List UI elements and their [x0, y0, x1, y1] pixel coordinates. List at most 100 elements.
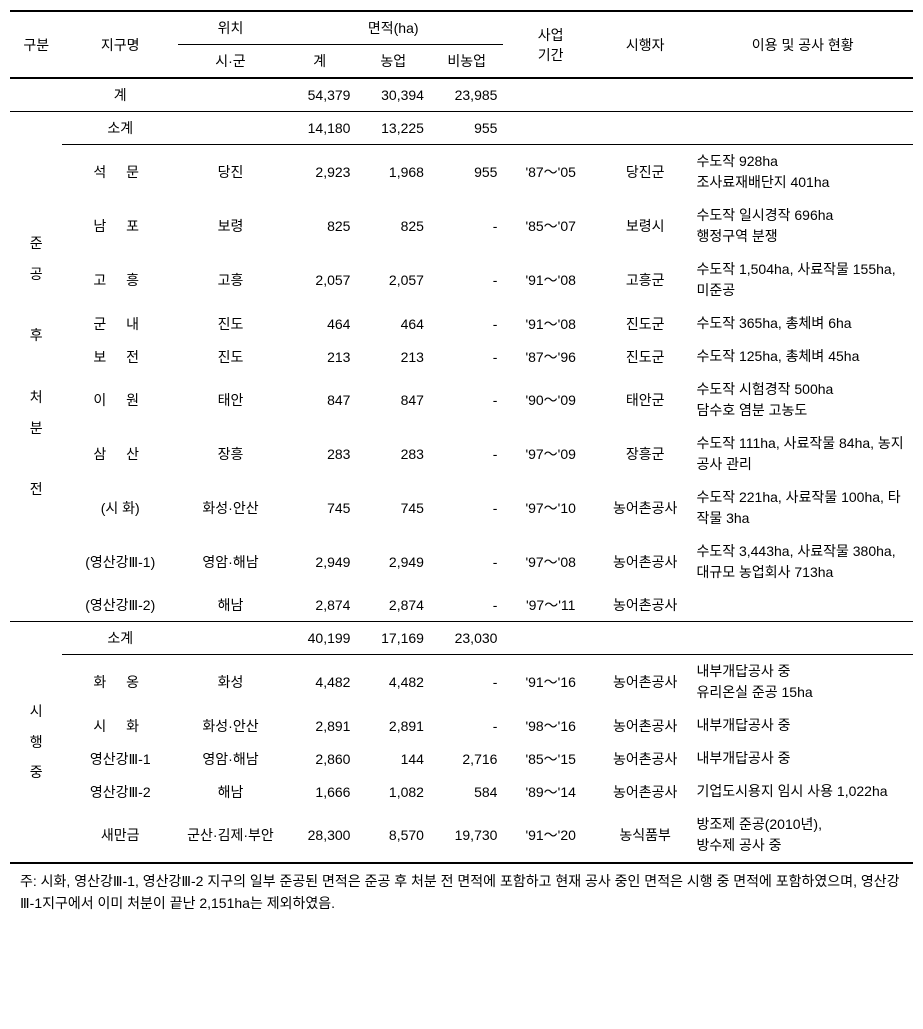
th-area-nonag: 비농업 [430, 45, 503, 79]
table-cell: 고흥군 [598, 253, 693, 307]
table-cell: 2,891 [283, 709, 356, 742]
table-cell: 농어촌공사 [598, 655, 693, 710]
table-cell: '90～'09 [503, 373, 598, 427]
th-area-total: 계 [283, 45, 356, 79]
table-cell: 당진 [178, 145, 283, 200]
table-cell: 1,968 [356, 145, 429, 200]
table-cell: 1,666 [283, 775, 356, 808]
th-status: 이용 및 공사 현황 [692, 11, 913, 78]
table-cell: 수도작 일시경작 696ha 행정구역 분쟁 [692, 199, 913, 253]
table-row: (시 화)화성·안산745745-'97～'10농어촌공사수도작 221ha, … [10, 481, 913, 535]
table-cell: 213 [283, 340, 356, 373]
subtotal-row: 시행중소계40,19917,16923,030 [10, 622, 913, 655]
table-cell: 보령시 [598, 199, 693, 253]
table-cell: 소계 [62, 622, 178, 655]
table-cell: 30,394 [356, 78, 429, 112]
table-cell: 4,482 [283, 655, 356, 710]
table-cell: 2,860 [283, 742, 356, 775]
table-cell: 석 문 [62, 145, 178, 200]
table-cell: '97～'08 [503, 535, 598, 589]
table-body: 계54,37930,39423,985준공 후 처분 전소계14,18013,2… [10, 78, 913, 863]
table-cell: - [430, 307, 503, 340]
table-cell: 8,570 [356, 808, 429, 863]
table-cell: 584 [430, 775, 503, 808]
table-cell: 수도작 221ha, 사료작물 100ha, 타작물 3ha [692, 481, 913, 535]
table-cell: '97～'10 [503, 481, 598, 535]
table-cell: 수도작 1,504ha, 사료작물 155ha, 미준공 [692, 253, 913, 307]
table-cell: 계 [62, 78, 178, 112]
th-location-sub: 시·군 [178, 45, 283, 79]
table-cell: 144 [356, 742, 429, 775]
table-cell: '87～'96 [503, 340, 598, 373]
table-cell [598, 78, 693, 112]
table-cell: 농어촌공사 [598, 481, 693, 535]
table-cell: 화성 [178, 655, 283, 710]
table-cell: 화성·안산 [178, 709, 283, 742]
table-row: 삼 산장흥283283-'97～'09장흥군수도작 111ha, 사료작물 84… [10, 427, 913, 481]
table-row: 영산강Ⅲ-2해남1,6661,082584'89～'14농어촌공사기업도시용지 … [10, 775, 913, 808]
table-row: (영산강Ⅲ-1)영암·해남2,9492,949-'97～'08농어촌공사수도작 … [10, 535, 913, 589]
table-cell: 내부개답공사 중 유리온실 준공 15ha [692, 655, 913, 710]
table-cell: 영산강Ⅲ-1 [62, 742, 178, 775]
table-cell [692, 78, 913, 112]
table-cell: 내부개답공사 중 [692, 709, 913, 742]
table-row: (영산강Ⅲ-2)해남2,8742,874-'97～'11농어촌공사 [10, 589, 913, 622]
table-cell: 화성·안산 [178, 481, 283, 535]
table-cell: 방조제 준공(2010년), 방수제 공사 중 [692, 808, 913, 863]
th-period: 사업 기간 [503, 11, 598, 78]
subtotal-row: 준공 후 처분 전소계14,18013,225955 [10, 112, 913, 145]
table-cell: 955 [430, 112, 503, 145]
table-cell: 기업도시용지 임시 사용 1,022ha [692, 775, 913, 808]
table-cell: 40,199 [283, 622, 356, 655]
table-cell: 진도군 [598, 307, 693, 340]
table-cell: 진도 [178, 307, 283, 340]
table-cell: 군산·김제·부안 [178, 808, 283, 863]
table-cell: '91～'16 [503, 655, 598, 710]
table-cell: 464 [283, 307, 356, 340]
table-cell: 고흥 [178, 253, 283, 307]
table-cell: 28,300 [283, 808, 356, 863]
table-row: 시 화화성·안산2,8912,891-'98～'16농어촌공사내부개답공사 중 [10, 709, 913, 742]
table-cell: 283 [356, 427, 429, 481]
table-cell [692, 622, 913, 655]
table-row: 새만금군산·김제·부안28,3008,57019,730'91～'20농식품부방… [10, 808, 913, 863]
table-cell: - [430, 427, 503, 481]
table-row: 화 옹화성4,4824,482-'91～'16농어촌공사내부개답공사 중 유리온… [10, 655, 913, 710]
table-cell: 농어촌공사 [598, 775, 693, 808]
table-cell: 2,949 [283, 535, 356, 589]
table-cell: 농어촌공사 [598, 589, 693, 622]
table-cell: '91～'20 [503, 808, 598, 863]
table-cell: 847 [283, 373, 356, 427]
table-cell: 남 포 [62, 199, 178, 253]
table-cell: 영산강Ⅲ-2 [62, 775, 178, 808]
table-cell: 수도작 3,443ha, 사료작물 380ha, 대규모 농업회사 713ha [692, 535, 913, 589]
th-gubun: 구분 [10, 11, 62, 78]
main-table: 구분 지구명 위치 면적(ha) 사업 기간 시행자 이용 및 공사 현황 시·… [10, 10, 913, 864]
table-cell: 진도군 [598, 340, 693, 373]
table-row: 남 포보령825825-'85～'07보령시수도작 일시경작 696ha 행정구… [10, 199, 913, 253]
table-cell [598, 112, 693, 145]
table-row: 군 내진도464464-'91～'08진도군수도작 365ha, 총체벼 6ha [10, 307, 913, 340]
table-cell: 23,030 [430, 622, 503, 655]
table-row: 보 전진도213213-'87～'96진도군수도작 125ha, 총체벼 45h… [10, 340, 913, 373]
table-cell [503, 622, 598, 655]
table-cell: 보령 [178, 199, 283, 253]
table-cell: 464 [356, 307, 429, 340]
table-cell: 시 화 [62, 709, 178, 742]
table-cell: 해남 [178, 775, 283, 808]
table-cell: 수도작 365ha, 총체벼 6ha [692, 307, 913, 340]
table-cell: 847 [356, 373, 429, 427]
table-cell: 수도작 111ha, 사료작물 84ha, 농지 공사 관리 [692, 427, 913, 481]
table-cell: 213 [356, 340, 429, 373]
table-cell: - [430, 340, 503, 373]
table-cell: - [430, 589, 503, 622]
table-cell: - [430, 655, 503, 710]
table-row: 영산강Ⅲ-1영암·해남2,8601442,716'85～'15농어촌공사내부개답… [10, 742, 913, 775]
table-cell: '91～'08 [503, 307, 598, 340]
table-cell [503, 112, 598, 145]
table-cell: '87～'05 [503, 145, 598, 200]
table-row: 이 원태안847847-'90～'09태안군수도작 시험경작 500ha 담수호… [10, 373, 913, 427]
table-cell: '97～'09 [503, 427, 598, 481]
table-cell: '97～'11 [503, 589, 598, 622]
table-cell: 태안군 [598, 373, 693, 427]
